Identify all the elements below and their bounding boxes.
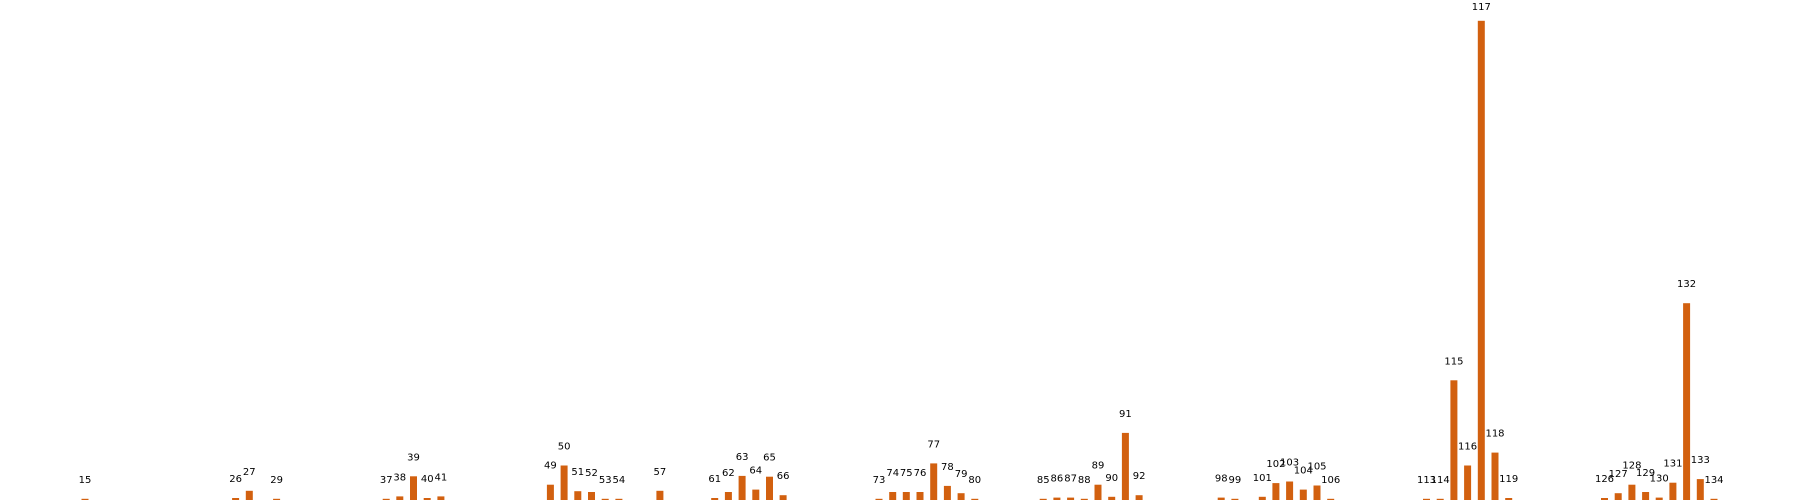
bar-41 [437,496,444,500]
bar-label-26: 26 [229,474,242,485]
bar-label-78: 78 [941,462,954,473]
bar-57 [656,491,663,500]
bar-label-75: 75 [900,468,913,479]
bar-39 [410,476,417,500]
bar-label-63: 63 [736,452,749,463]
bar-102 [1272,483,1279,500]
bar-65 [766,477,773,500]
bar-label-77: 77 [927,439,940,450]
bar-label-53: 53 [599,475,612,486]
bar-label-88: 88 [1078,475,1091,486]
bar-label-134: 134 [1704,475,1723,486]
bar-label-15: 15 [79,475,92,486]
bar-118 [1492,453,1499,500]
bar-label-40: 40 [421,474,434,485]
bar-50 [561,466,568,500]
bar-label-105: 105 [1307,462,1326,473]
bar-label-57: 57 [654,467,667,478]
bar-63 [739,476,746,500]
bar-label-74: 74 [886,468,899,479]
bar-label-49: 49 [544,461,557,472]
bar-104 [1300,490,1307,500]
bar-127 [1615,493,1622,500]
bar-label-54: 54 [613,475,626,486]
bar-label-50: 50 [558,442,571,453]
bar-label-90: 90 [1105,473,1118,484]
bar-62 [725,492,732,500]
bar-89 [1095,485,1102,500]
bar-52 [588,492,595,500]
bar-label-79: 79 [955,469,968,480]
bar-label-87: 87 [1064,474,1077,485]
bar-label-99: 99 [1229,475,1242,486]
bar-label-114: 114 [1431,475,1450,486]
bar-label-27: 27 [243,467,256,478]
bar-label-37: 37 [380,475,393,486]
bar-label-52: 52 [585,468,598,479]
bars-layer [82,21,1718,500]
bar-label-38: 38 [393,472,406,483]
bar-label-51: 51 [571,467,584,478]
bar-label-85: 85 [1037,475,1050,486]
bar-105 [1314,486,1321,500]
bar-label-76: 76 [914,468,927,479]
bar-129 [1642,492,1649,500]
bar-label-130: 130 [1650,474,1669,485]
bar-label-39: 39 [407,452,420,463]
bar-label-92: 92 [1133,471,1146,482]
bar-115 [1450,380,1457,500]
bar-label-89: 89 [1092,461,1105,472]
bar-27 [246,491,253,500]
bar-label-29: 29 [270,475,283,486]
bar-label-86: 86 [1051,474,1064,485]
bar-label-64: 64 [749,466,762,477]
bar-75 [903,492,910,500]
bar-label-91: 91 [1119,409,1132,420]
bar-128 [1628,485,1635,500]
bar-91 [1122,433,1129,500]
bar-label-62: 62 [722,468,735,479]
bar-label-66: 66 [777,471,790,482]
bar-103 [1286,482,1293,500]
bar-label-73: 73 [873,475,886,486]
bar-label-118: 118 [1485,429,1504,440]
bar-92 [1136,495,1143,500]
bar-116 [1464,466,1471,500]
bar-label-119: 119 [1499,474,1518,485]
bar-label-116: 116 [1458,442,1477,453]
bar-49 [547,485,554,500]
bar-label-132: 132 [1677,279,1696,290]
bar-38 [396,496,403,500]
bar-77 [930,463,937,500]
bar-132 [1683,303,1690,500]
bar-51 [574,491,581,500]
bar-label-117: 117 [1472,2,1491,13]
bar-79 [958,493,965,500]
bar-label-106: 106 [1321,475,1340,486]
bar-label-65: 65 [763,453,776,464]
bar-label-61: 61 [708,474,721,485]
bar-74 [889,492,896,500]
bar-label-101: 101 [1253,473,1272,484]
bar-label-80: 80 [968,475,981,486]
bar-117 [1478,21,1485,500]
bar-label-98: 98 [1215,474,1228,485]
bar-133 [1697,479,1704,500]
bar-64 [752,490,759,500]
bar-label-41: 41 [435,472,448,483]
bar-label-131: 131 [1663,459,1682,470]
bar-label-115: 115 [1444,356,1463,367]
bar-78 [944,486,951,500]
bar-131 [1669,483,1676,500]
bar-label-133: 133 [1691,455,1710,466]
bar-66 [780,495,787,500]
bar-76 [917,492,924,500]
